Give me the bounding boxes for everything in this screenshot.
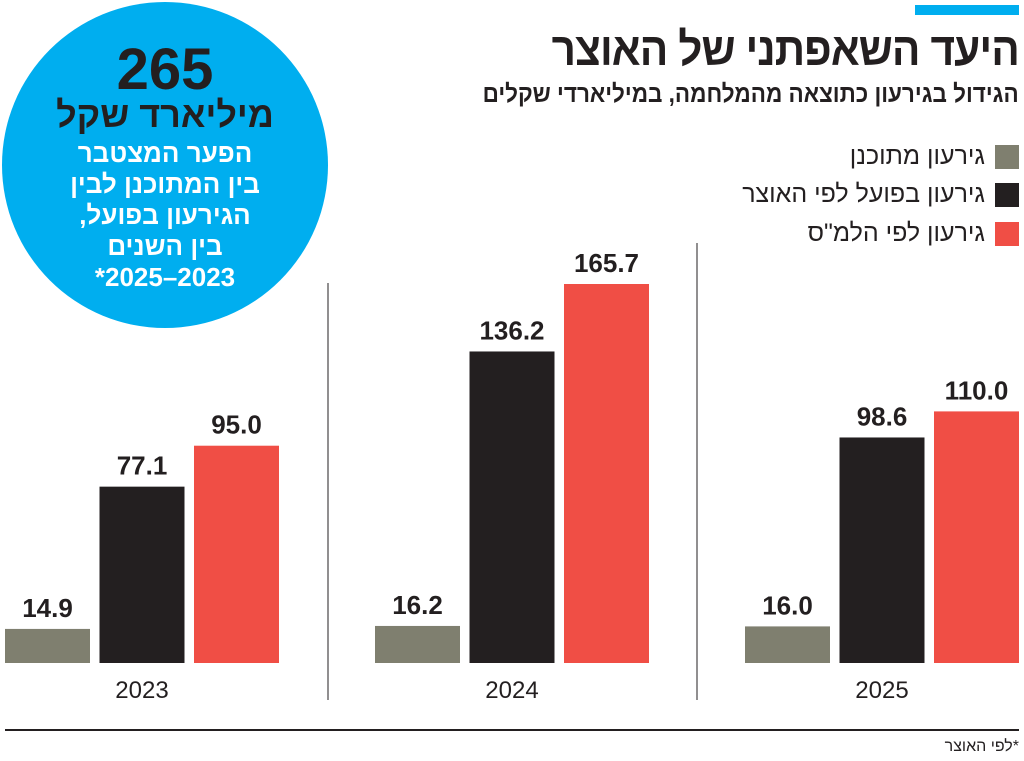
legend-label: גירעון בפועל לפי האוצר <box>742 180 985 208</box>
data-label: 16.0 <box>762 590 813 620</box>
data-label: 165.7 <box>574 248 639 278</box>
legend-swatch <box>995 144 1019 169</box>
bar <box>745 626 830 663</box>
data-label: 16.2 <box>392 590 443 620</box>
accent-bar <box>915 5 1019 15</box>
x-tick-label: 2024 <box>485 677 538 704</box>
legend-item-cbs: גירעון לפי הלמ"ס <box>808 219 1019 248</box>
data-label: 136.2 <box>479 315 544 345</box>
legend-label: גירעון מתוכנן <box>849 142 985 170</box>
chart-subtitle: הגידול בגירעון כתוצאה מהמלחמה, במיליארדי… <box>482 80 1019 108</box>
bar <box>839 437 925 663</box>
bar <box>375 625 460 663</box>
footnote: *לפי האוצר <box>944 738 1019 755</box>
x-tick-label: 2025 <box>855 677 908 704</box>
chart-title: היעד השאפתני של האוצר <box>551 23 1020 75</box>
data-label: 110.0 <box>945 375 1009 405</box>
callout-line: בין השנים <box>107 231 223 261</box>
callout-value: 265 <box>116 37 214 102</box>
data-label: 77.1 <box>117 451 168 481</box>
bar <box>934 411 1019 663</box>
callout-line: בין המתוכנן לבין <box>70 169 260 199</box>
callout-bubble: 265 מיליארד שקל הפער המצטבר בין המתוכנן … <box>2 2 328 328</box>
bar <box>564 284 649 663</box>
legend-label: גירעון לפי הלמ"ס <box>807 219 985 247</box>
bar <box>99 486 185 663</box>
callout-line: *2025–2023 <box>94 262 236 292</box>
legend-item-planned: גירעון מתוכנן <box>850 142 1019 171</box>
bar <box>469 351 555 663</box>
legend-swatch <box>995 182 1019 207</box>
bar <box>194 445 279 663</box>
callout-description: הפער המצטבר בין המתוכנן לבין הגירעון בפו… <box>2 138 328 293</box>
callout-line: הגירעון בפועל, <box>79 200 251 230</box>
legend-item-treasury: גירעון בפועל לפי האוצר <box>742 180 1019 209</box>
data-label: 95.0 <box>211 410 262 440</box>
data-label: 14.9 <box>22 593 73 623</box>
bar <box>5 628 90 663</box>
callout-unit: מיליארד שקל <box>56 94 274 135</box>
data-label: 98.6 <box>857 401 908 431</box>
x-tick-label: 2023 <box>115 677 168 704</box>
callout-line: הפער המצטבר <box>77 138 253 168</box>
legend-swatch <box>995 221 1019 246</box>
